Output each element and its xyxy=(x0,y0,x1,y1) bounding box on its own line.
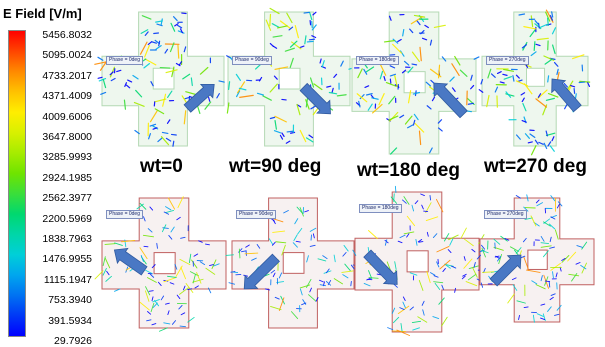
caption-wt-180: wt=180 deg xyxy=(357,160,460,182)
phase-label: Phase = 90deg xyxy=(232,56,272,65)
field-vector xyxy=(395,186,396,192)
center-hole xyxy=(527,68,545,86)
field-vector xyxy=(430,195,431,200)
field-panel-row2-col3: Phase = 180deg xyxy=(355,192,479,332)
field-vector xyxy=(532,146,536,155)
field-vector xyxy=(149,291,153,292)
center-hole xyxy=(279,68,300,89)
legend-value: 4733.2017 xyxy=(26,70,92,82)
field-vector xyxy=(270,14,271,25)
field-vector xyxy=(154,33,159,34)
field-vector xyxy=(579,82,584,83)
field-vector xyxy=(442,317,448,326)
field-vector xyxy=(287,131,293,132)
legend-value: 2924.1985 xyxy=(26,172,92,184)
legend-value: 29.7926 xyxy=(26,335,92,347)
field-vector xyxy=(394,194,395,202)
field-panel-row2-col2: Phase = 90deg xyxy=(232,198,354,328)
legend-value: 5456.8032 xyxy=(26,29,92,41)
field-vector xyxy=(412,64,416,65)
phase-label: Phase = 180deg xyxy=(359,204,402,213)
field-vector xyxy=(307,41,313,42)
legend-value: 5095.0024 xyxy=(26,49,92,61)
field-vector xyxy=(291,132,295,133)
phase-label: Phase = 0deg xyxy=(106,210,143,219)
phase-label: Phase = 270deg xyxy=(486,56,529,65)
caption-wt-0: wt=0 xyxy=(140,156,183,178)
field-vector xyxy=(508,294,515,303)
caption-wt-270: wt=270 deg xyxy=(484,156,587,178)
legend-value: 391.5934 xyxy=(26,315,92,327)
phase-label: Phase = 270deg xyxy=(484,210,527,219)
legend-value: 3647.8000 xyxy=(26,131,92,143)
phase-label: Phase = 180deg xyxy=(356,56,399,65)
legend-value: 2562.3977 xyxy=(26,192,92,204)
field-panel-row1-col2: Phase = 90deg xyxy=(228,12,350,146)
field-panel-row1-col1: Phase = 0deg xyxy=(102,12,224,146)
field-vector xyxy=(419,242,423,243)
field-vector xyxy=(304,12,309,13)
legend-value: 1838.7963 xyxy=(26,233,92,245)
field-panel-row1-col3: Phase = 180deg xyxy=(352,12,476,154)
color-legend: E Field [V/m] 5456.8032 5095.0024 4733.201… xyxy=(0,0,97,341)
legend-color-bar xyxy=(8,30,26,337)
field-panel-row2-col1: Phase = 0deg xyxy=(102,198,226,328)
legend-value: 1476.9955 xyxy=(26,253,92,265)
center-hole xyxy=(404,72,425,93)
phase-label: Phase = 90deg xyxy=(236,210,276,219)
field-vector xyxy=(239,249,240,258)
legend-title: E Field [V/m] xyxy=(3,6,82,21)
field-vector xyxy=(550,146,554,151)
field-vector xyxy=(534,42,535,51)
legend-value: 753.3940 xyxy=(26,294,92,306)
field-vector xyxy=(548,76,549,82)
field-vector xyxy=(351,281,352,285)
cross-shape-plot xyxy=(482,12,588,146)
field-vector xyxy=(549,282,550,287)
center-hole xyxy=(407,251,428,272)
phase-label: Phase = 0deg xyxy=(106,56,143,65)
field-vector xyxy=(178,45,179,58)
field-vector xyxy=(226,255,234,256)
legend-value: 2200.5969 xyxy=(26,213,92,225)
legend-value: 4371.4009 xyxy=(26,90,92,102)
field-vector xyxy=(482,272,493,273)
field-vector xyxy=(312,22,313,28)
field-vector xyxy=(309,39,314,40)
cross-shape-plot xyxy=(352,12,476,154)
caption-wt-90: wt=90 deg xyxy=(229,156,321,178)
field-panel-row1-col4: Phase = 270deg xyxy=(482,12,588,146)
field-vector xyxy=(173,141,174,146)
cross-shape-plot xyxy=(102,12,224,146)
field-vector xyxy=(172,134,177,135)
legend-value: 3285.9993 xyxy=(26,151,92,163)
legend-value: 1115.1947 xyxy=(26,274,92,286)
field-vector xyxy=(368,231,377,239)
field-vector xyxy=(474,57,479,59)
center-hole xyxy=(528,250,547,269)
field-panel-row2-col4: Phase = 270deg xyxy=(480,198,594,322)
center-hole xyxy=(154,253,175,274)
cross-shape-plot xyxy=(355,192,479,332)
cross-shape-plot xyxy=(228,12,350,146)
field-vector xyxy=(548,18,549,25)
center-hole xyxy=(283,253,304,274)
legend-value: 4009.6006 xyxy=(26,111,92,123)
field-vector xyxy=(98,77,102,78)
field-vector xyxy=(461,228,466,238)
field-vector xyxy=(524,307,528,308)
